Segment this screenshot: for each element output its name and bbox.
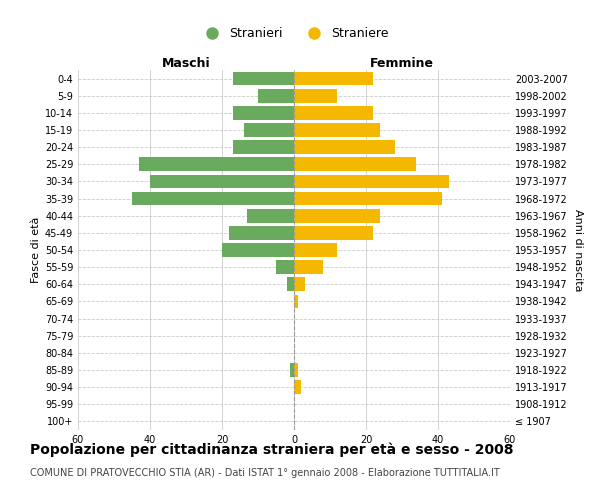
Bar (294, 294, 298, 308)
Bar (294, 380, 301, 394)
Bar (294, 363, 298, 377)
Text: COMUNE DI PRATOVECCHIO STIA (AR) - Dati ISTAT 1° gennaio 2008 - Elaborazione TUT: COMUNE DI PRATOVECCHIO STIA (AR) - Dati … (30, 468, 500, 477)
Bar (233, 72, 294, 86)
Bar (294, 243, 337, 257)
Bar (233, 106, 294, 120)
Bar (132, 192, 294, 205)
Bar (294, 192, 442, 205)
Bar (294, 106, 373, 120)
Bar (294, 158, 416, 171)
Legend: Stranieri, Straniere: Stranieri, Straniere (194, 22, 394, 46)
Bar (233, 140, 294, 154)
Bar (276, 260, 294, 274)
Bar (294, 123, 380, 137)
Text: Femmine: Femmine (370, 57, 434, 70)
Bar (294, 174, 449, 188)
Y-axis label: Fasce di età: Fasce di età (31, 217, 41, 283)
Bar (244, 123, 294, 137)
Y-axis label: Anni di nascita: Anni di nascita (573, 209, 583, 291)
Bar (247, 209, 294, 222)
Bar (222, 243, 294, 257)
Bar (294, 209, 380, 222)
Bar (294, 140, 395, 154)
Bar (294, 226, 373, 239)
Bar (287, 278, 294, 291)
Text: Maschi: Maschi (161, 57, 211, 70)
Text: Popolazione per cittadinanza straniera per età e sesso - 2008: Popolazione per cittadinanza straniera p… (30, 442, 514, 457)
Bar (150, 174, 294, 188)
Bar (258, 89, 294, 102)
Bar (294, 278, 305, 291)
Bar (294, 72, 373, 86)
Bar (229, 226, 294, 239)
Bar (139, 158, 294, 171)
Bar (294, 89, 337, 102)
Bar (290, 363, 294, 377)
Bar (294, 260, 323, 274)
